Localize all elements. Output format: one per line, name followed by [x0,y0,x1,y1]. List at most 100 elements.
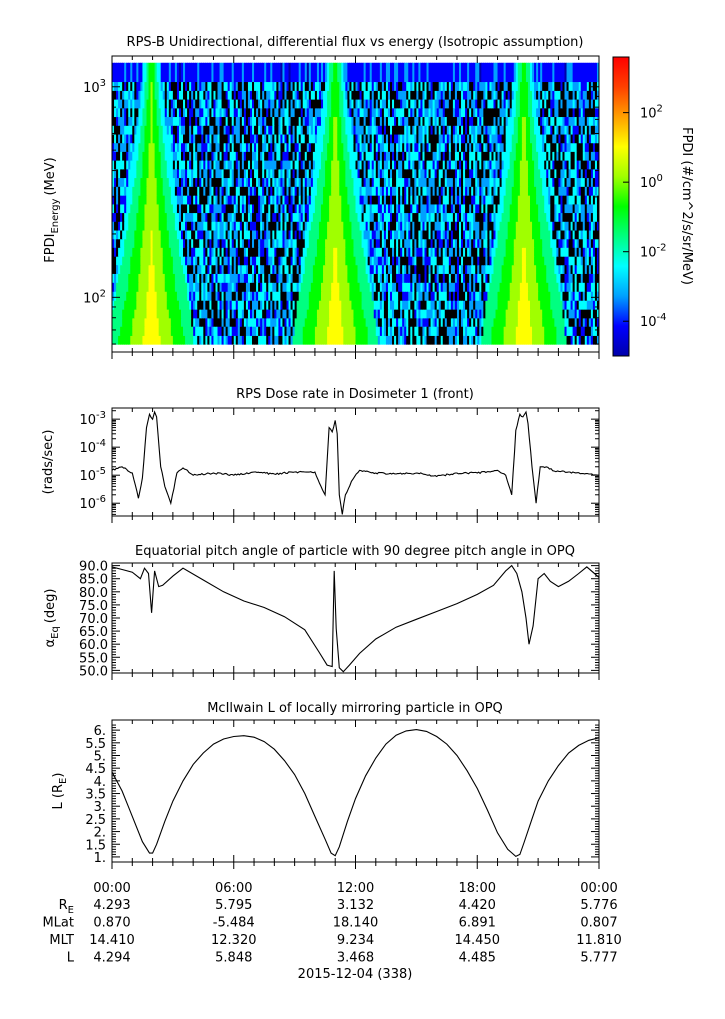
heatmap-cell [174,273,178,283]
heatmap-cell [148,186,152,196]
heatmap-cell [576,177,580,187]
heatmap-cell [300,282,304,292]
heatmap-cell [120,309,123,319]
heatmap-cell [122,238,125,248]
heatmap-cell [469,186,472,196]
heatmap-cell [286,264,290,274]
heatmap-cell [458,203,462,214]
heatmap-cell [205,282,208,292]
heatmap-cell [213,291,217,301]
heatmap-cell [180,177,184,187]
heatmap-cell [446,168,450,179]
heatmap-cell [304,177,308,187]
heatmap-cell [544,273,547,283]
heatmap-cell [552,335,555,345]
heatmap-cell [408,282,411,292]
heatmap-cell [264,221,267,231]
heatmap-cell [363,326,367,336]
heatmap-cell [237,203,241,214]
heatmap-cell [527,229,531,240]
heatmap-cell [256,317,259,327]
heatmap-cell [187,273,190,283]
heatmap-cell [461,221,464,231]
heatmap-cell [497,203,501,214]
heatmap-cell [412,309,415,319]
heatmap-cell [594,300,598,310]
heatmap-cell [532,335,535,345]
heatmap-cell [394,168,397,179]
heatmap-cell [256,335,259,345]
heatmap-cell [357,186,361,196]
heatmap-cell [349,256,353,266]
heatmap-cell [532,212,535,222]
heatmap-cell [278,159,282,170]
heatmap-cell [239,264,243,274]
heatmap-cell [428,300,432,310]
heatmap-cell [574,229,578,240]
heatmap-cell [432,195,436,205]
heatmap-cell [268,264,271,274]
heatmap-cell [294,159,298,170]
heatmap-cell [469,168,472,179]
heatmap-cell [323,256,326,266]
heatmap-cell [221,177,225,187]
heatmap-cell [412,203,415,214]
heatmap-cell [274,317,277,327]
heatmap-cell [286,291,290,301]
heatmap-cell [280,168,284,179]
heatmap-cell [312,264,316,274]
heatmap-cell [276,247,279,257]
heatmap-cell [475,247,478,257]
heatmap-cell [568,195,572,205]
heatmap-cell [471,212,474,222]
heatmap-cell [185,335,188,345]
heatmap-cell [239,247,243,257]
heatmap-cell [318,159,322,170]
heatmap-cell [331,326,334,336]
heatmap-cell [183,300,186,310]
heatmap-cell [442,195,446,205]
heatmap-cell [515,300,519,310]
heatmap-cell [150,238,154,248]
heatmap-cell [448,326,452,336]
heatmap-cell [408,186,411,196]
heatmap-cell [211,256,215,266]
heatmap-cell [158,186,162,196]
heatmap-cell [132,229,135,240]
heatmap-cell [430,247,434,257]
heatmap-cell [205,256,208,266]
heatmap-cell [542,335,545,345]
heatmap-cell [323,291,326,301]
heatmap-cell [359,186,363,196]
heatmap-cell [170,291,174,301]
heatmap-cell [487,256,491,266]
heatmap-cell [245,195,249,205]
heatmap-cell [227,221,231,231]
heatmap-cell [197,212,200,222]
heatmap-cell [286,335,290,345]
heatmap-cell [558,282,562,292]
heatmap-cell [465,203,468,214]
heatmap-cell [454,326,458,336]
heatmap-cell [538,221,541,231]
heatmap-cell [471,300,474,310]
heatmap-cell [229,291,233,301]
heatmap-cell [363,212,367,222]
heatmap-cell [548,300,551,310]
heatmap-cell [164,186,168,196]
heatmap-cell [353,177,357,187]
heatmap-cell [507,273,511,283]
heatmap-cell [523,203,527,214]
heatmap-cell [254,212,257,222]
heatmap-cell [572,247,576,257]
heatmap-cell [221,291,225,301]
heatmap-cell [487,335,491,345]
heatmap-cell [276,309,279,319]
heatmap-cell [434,195,438,205]
heatmap-cell [294,326,298,336]
heatmap-cell [379,335,383,345]
heatmap-cell [544,212,547,222]
heatmap-cell [304,212,308,222]
heatmap-cell [302,229,306,240]
heatmap-cell [331,335,334,345]
